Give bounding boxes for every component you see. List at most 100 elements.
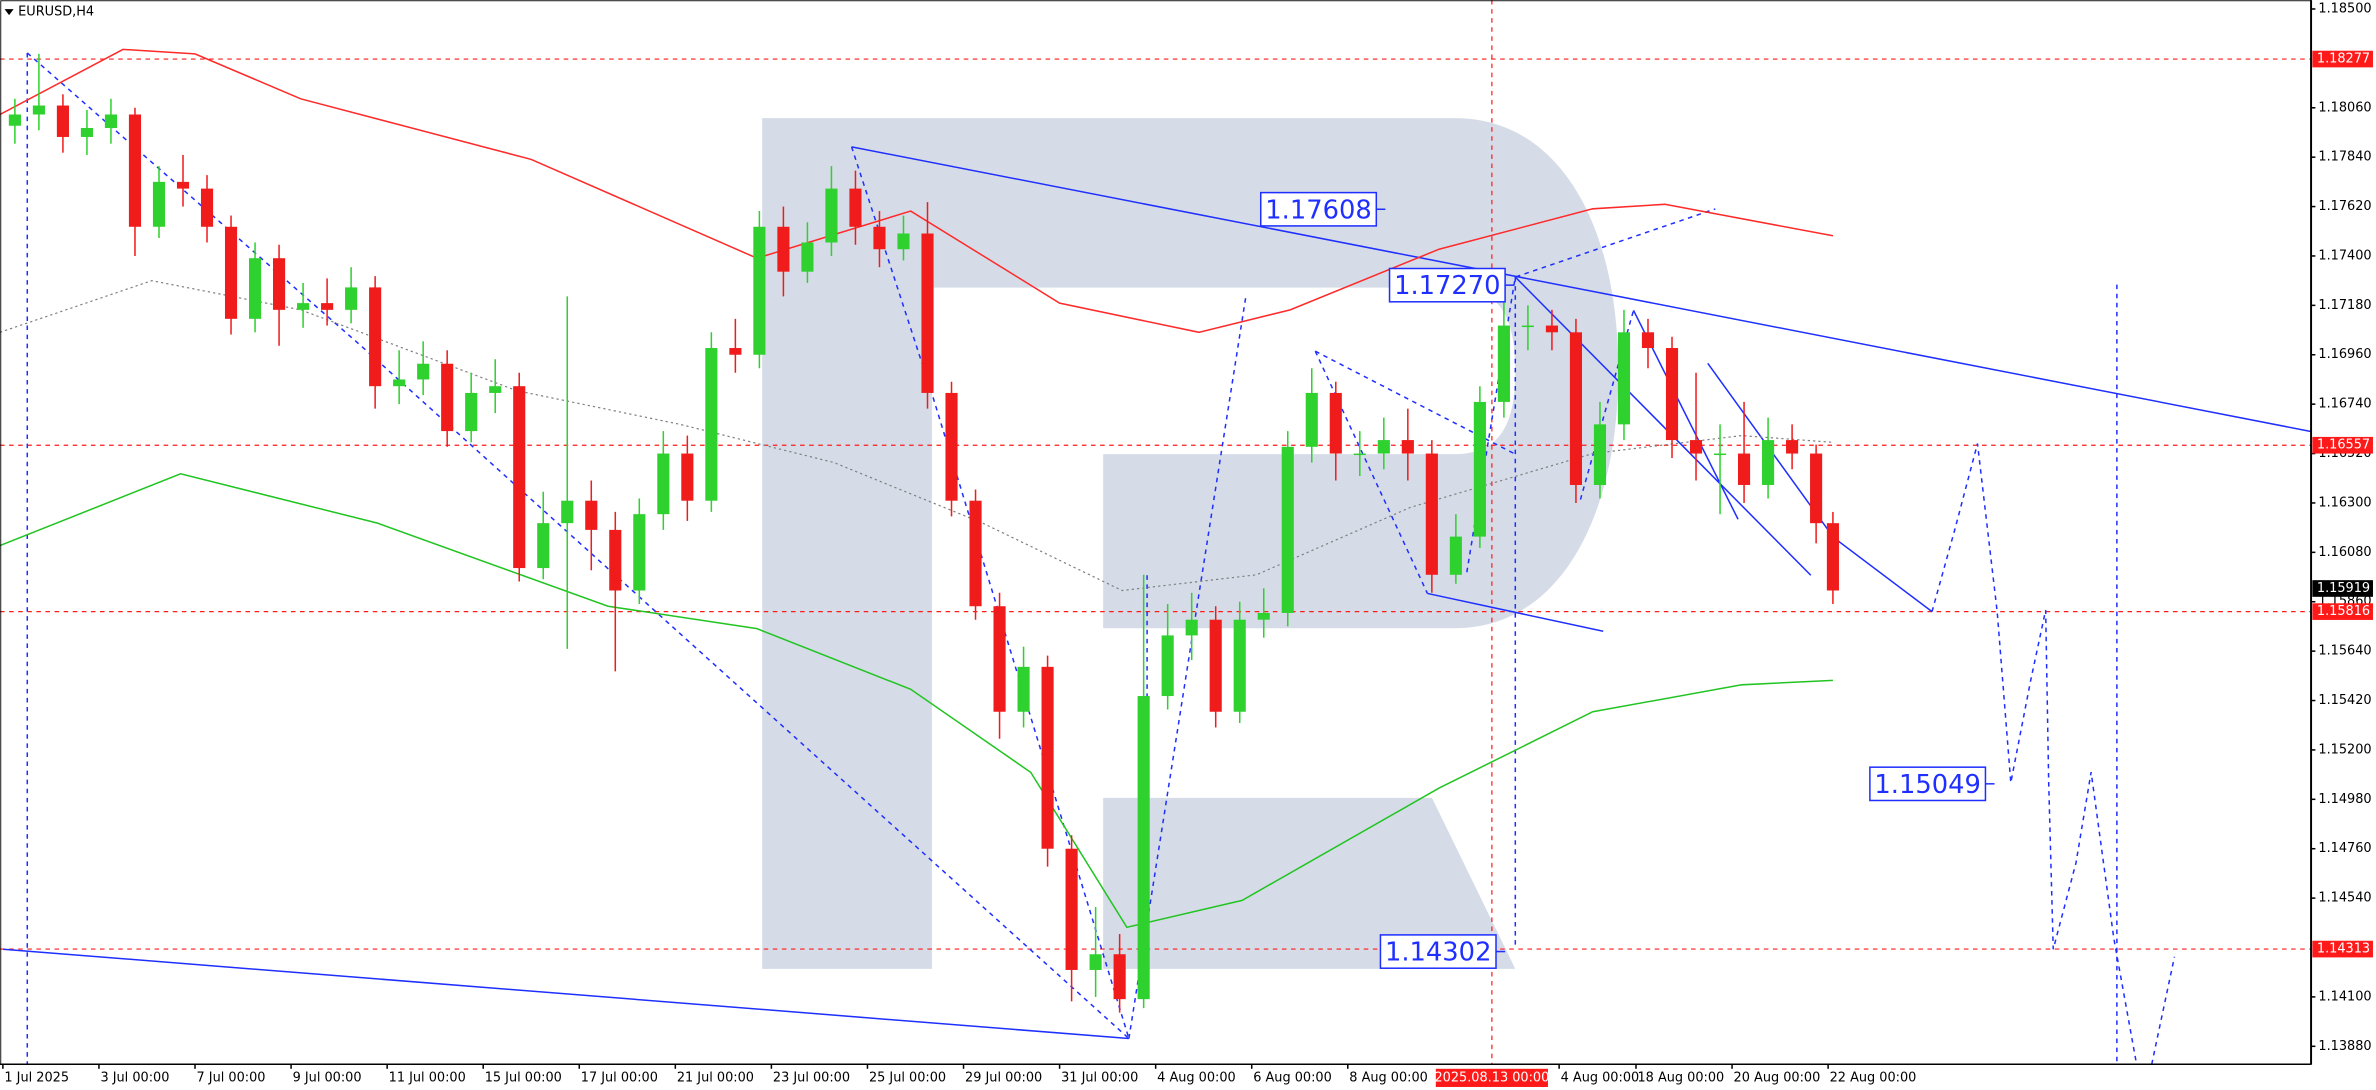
x-tick-label: 29 Jul 00:00	[965, 1070, 1042, 1085]
x-tick-label: 6 Aug 00:00	[1253, 1070, 1332, 1085]
candle-body	[1569, 332, 1583, 485]
candle-body	[441, 363, 454, 432]
x-tick-label: 17 Jul 00:00	[581, 1070, 658, 1085]
x-tick-label: 4 Aug 00:00	[1157, 1070, 1236, 1085]
y-tick-label: 1.16740	[2318, 397, 2371, 412]
candle-body	[1810, 453, 1823, 524]
price-annotation-box	[1259, 191, 1378, 227]
candle-body	[1113, 954, 1126, 1000]
candle-body	[128, 114, 142, 227]
x-tick-label: 3 Jul 00:00	[100, 1070, 169, 1085]
candle-body	[1617, 332, 1631, 425]
candle-body	[1161, 635, 1174, 697]
y-tick-label: 1.17840	[2318, 150, 2371, 165]
moving-average	[0, 472, 1833, 929]
x-tick-label: 1 Jul 2025	[4, 1070, 69, 1085]
candle-body	[753, 226, 766, 355]
x-tick-label: 15 Jul 00:00	[485, 1070, 562, 1085]
candle-body	[873, 226, 886, 250]
y-tick-label: 1.13880	[2318, 1039, 2371, 1054]
x-tick-label: 18 Aug 00:00	[1638, 1070, 1725, 1085]
current-price-box	[2312, 580, 2373, 597]
x-tick-label: 9 Jul 00:00	[293, 1070, 362, 1085]
candle-body	[248, 258, 262, 319]
candle-body	[1401, 440, 1414, 454]
candle-body	[585, 500, 598, 530]
candle-body	[1593, 424, 1607, 485]
forecast-path	[1931, 443, 2138, 1065]
candle-body	[417, 363, 430, 380]
candle-body	[1545, 325, 1558, 333]
candle-body	[321, 303, 334, 310]
level-label: 1.15816	[2317, 604, 2370, 619]
candle-body	[1185, 619, 1198, 636]
trend-line	[1427, 592, 1604, 633]
price-annotation: 1.14302	[1385, 938, 1491, 968]
candle-body	[849, 188, 862, 227]
y-tick-label: 1.14980	[2318, 792, 2371, 807]
price-annotation-box	[1379, 934, 1497, 969]
watermark-logo	[762, 118, 1619, 969]
candles	[8, 53, 1839, 1013]
candle-body	[1329, 392, 1342, 454]
candle-body	[465, 392, 478, 432]
level-label: 1.16557	[2317, 438, 2370, 453]
candle-body	[369, 287, 382, 387]
candle-body	[1017, 666, 1030, 712]
candle-body	[1786, 440, 1799, 454]
candle-body	[1425, 453, 1438, 575]
candle-body	[1762, 440, 1775, 485]
y-tick-label: 1.18060	[2318, 100, 2371, 115]
candle-body	[1305, 392, 1318, 447]
level-label: 1.14313	[2317, 942, 2370, 957]
candle-body	[1281, 446, 1294, 613]
candle-body	[1641, 332, 1655, 349]
candle-body	[945, 392, 958, 501]
candle-body	[297, 303, 310, 310]
forecast-path	[2150, 956, 2176, 1065]
y-tick-label: 1.15640	[2318, 644, 2371, 659]
candle-body	[1737, 453, 1751, 485]
level-label-box	[2312, 603, 2373, 620]
level-label-box	[2312, 940, 2373, 958]
wave-line	[1314, 350, 1516, 455]
candle-body	[56, 105, 69, 137]
current-price-label: 1.15919	[2317, 581, 2370, 596]
candle-body	[8, 114, 21, 126]
candle-body	[273, 258, 286, 310]
x-tick-label: 31 Jul 00:00	[1061, 1070, 1138, 1085]
candle-body	[537, 523, 550, 569]
y-tick-label: 1.16960	[2318, 347, 2371, 362]
candle-body	[1713, 453, 1727, 456]
wave-line	[1128, 298, 1247, 1039]
price-annotation: 1.15049	[1874, 770, 1980, 800]
crosshair-label-box	[1435, 1068, 1548, 1087]
candle-body	[897, 233, 910, 250]
moving-average	[0, 280, 1833, 592]
price-annotation: 1.17608	[1265, 195, 1371, 225]
candle-body	[393, 379, 406, 387]
y-tick-label: 1.18500	[2318, 1, 2371, 16]
trend-line	[1514, 276, 1812, 576]
candle-body	[993, 606, 1006, 712]
moving-average	[0, 48, 1834, 334]
candle-body	[1521, 325, 1534, 328]
symbol-menu-arrow[interactable]	[4, 9, 14, 16]
logo-top	[762, 118, 1619, 969]
candle-body	[80, 127, 93, 137]
logo-leg	[1103, 797, 1516, 969]
price-annotation-box	[1388, 267, 1506, 303]
candle-body	[825, 188, 838, 243]
candle-body	[1826, 523, 1839, 591]
candle-body	[1209, 619, 1222, 712]
candle-body	[921, 233, 934, 393]
candle-body	[489, 386, 502, 393]
candle-body	[1473, 401, 1486, 537]
x-tick-label: 22 Aug 00:00	[1830, 1070, 1917, 1085]
candle-body	[609, 529, 622, 591]
candle-body	[513, 386, 526, 569]
crosshair-label: 2025.08.13 00:00	[1434, 1070, 1549, 1085]
x-tick-label: 21 Jul 00:00	[677, 1070, 754, 1085]
candle-body	[345, 287, 358, 310]
